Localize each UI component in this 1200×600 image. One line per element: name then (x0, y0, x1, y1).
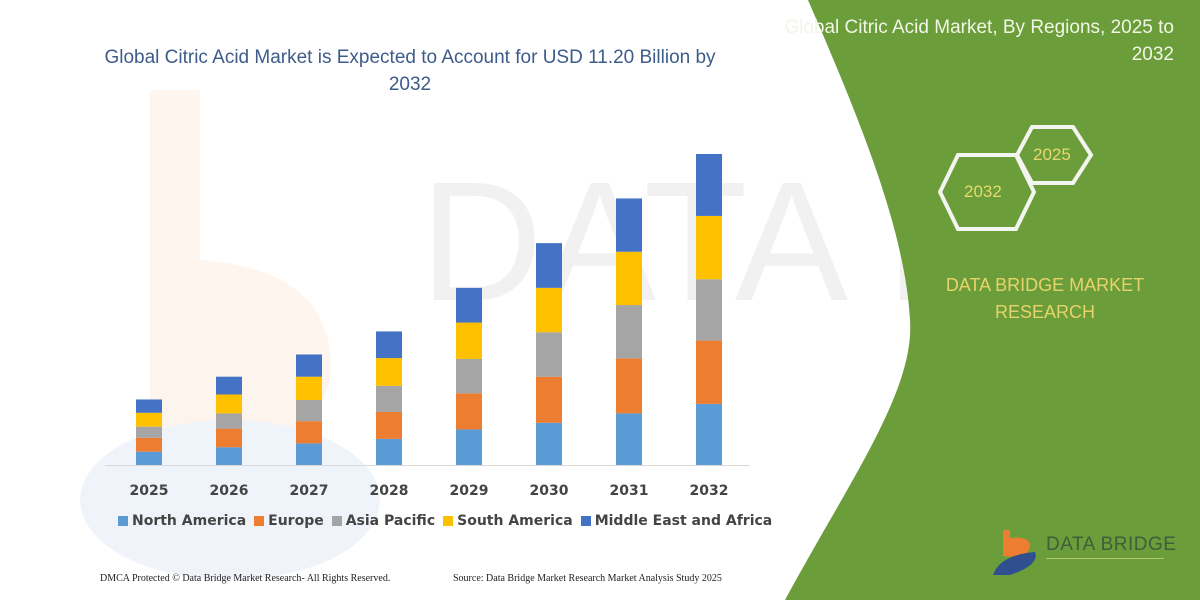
x-tick-label: 2031 (610, 483, 649, 499)
legend-item: Asia Pacific (331, 513, 436, 529)
legend-label: North America (132, 513, 247, 529)
bar-segment-2025-middle-east-and-africa (136, 399, 162, 413)
bar-segment-2028-north-america (376, 438, 402, 465)
bar-segment-2027-north-america (296, 443, 322, 465)
legend-label: South America (457, 513, 573, 529)
bar-segment-2029-north-america (456, 429, 482, 465)
footer-copyright: DMCA Protected © Data Bridge Market Rese… (100, 573, 391, 584)
bar-segment-2032-north-america (696, 403, 722, 465)
legend-label: Europe (268, 513, 324, 529)
bar-segment-2032-middle-east-and-africa (696, 154, 722, 216)
bar-segment-2026-north-america (216, 447, 242, 465)
hex-label-2032: 2032 (964, 182, 1002, 201)
legend-item: North America (118, 513, 246, 529)
logo-icon (993, 530, 1036, 575)
bar-segment-2029-europe (456, 393, 482, 430)
logo-underline (1046, 558, 1164, 559)
brand-text: DATA BRIDGE MARKET RESEARCH (945, 275, 1145, 322)
bar-segment-2031-asia-pacific (616, 305, 642, 359)
bar-segment-2028-europe (376, 411, 402, 439)
bar-segment-2031-europe (616, 358, 642, 414)
x-tick-label: 2025 (130, 483, 169, 499)
bar-segment-2032-europe (696, 340, 722, 404)
bar-segment-2028-middle-east-and-africa (376, 331, 402, 359)
bar-segment-2026-middle-east-and-africa (216, 376, 242, 395)
hex-label-2025: 2025 (1033, 145, 1071, 164)
bar-segment-2027-europe (296, 421, 322, 444)
x-tick-label: 2030 (530, 483, 569, 499)
x-tick-label: 2029 (450, 483, 489, 499)
green-panel (785, 0, 1200, 600)
bar-segment-2027-middle-east-and-africa (296, 354, 322, 377)
bar-segment-2030-south-america (536, 287, 562, 333)
legend-label: Middle East and Africa (594, 513, 773, 529)
bar-segment-2025-south-america (136, 412, 162, 427)
footer-source: Source: Data Bridge Market Research Mark… (453, 573, 722, 584)
bar-segment-2032-asia-pacific (696, 279, 722, 341)
bar-segment-2025-europe (136, 437, 162, 452)
legend-swatch (331, 516, 342, 526)
x-tick-label: 2032 (690, 483, 729, 499)
legend-swatch (443, 516, 454, 526)
bar-segment-2030-europe (536, 376, 562, 423)
bar-segment-2027-asia-pacific (296, 400, 322, 422)
bar-segment-2031-middle-east-and-africa (616, 198, 642, 252)
legend-swatch (580, 516, 591, 526)
bar-segment-2028-asia-pacific (376, 385, 402, 412)
x-tick-label: 2028 (370, 483, 409, 499)
chart-legend: North America Europe Asia Pacific South Ame… (118, 513, 772, 529)
legend-item: South America (443, 513, 573, 529)
bar-segment-2028-south-america (376, 358, 402, 386)
legend-item: Middle East and Africa (580, 513, 773, 529)
bar-segment-2030-middle-east-and-africa (536, 243, 562, 288)
hexagon-2025 (1014, 125, 1094, 185)
x-tick-label: 2026 (210, 483, 249, 499)
bar-segment-2029-asia-pacific (456, 358, 482, 394)
bar-segment-2026-europe (216, 428, 242, 448)
logo-text: DATA BRIDGE (1046, 534, 1177, 555)
chart-title: Global Citric Acid Market is Expected to… (104, 47, 716, 95)
bar-segment-2030-north-america (536, 422, 562, 465)
legend-item: Europe (254, 513, 324, 529)
x-tick-label: 2027 (290, 483, 329, 499)
bar-segment-2025-north-america (136, 451, 162, 465)
bar-segment-2029-south-america (456, 322, 482, 359)
bar-segment-2032-south-america (696, 215, 722, 280)
legend-swatch (118, 516, 128, 526)
bar-segment-2027-south-america (296, 376, 322, 401)
bar-segment-2030-asia-pacific (536, 332, 562, 377)
bar-segment-2025-asia-pacific (136, 426, 162, 438)
stacked-bar-chart: 2025 2026 2027 2028 2029 2030 2031 2032 (105, 154, 750, 499)
legend-label: Asia Pacific (345, 513, 436, 529)
bar-segment-2029-middle-east-and-africa (456, 287, 482, 323)
bar-segment-2031-south-america (616, 251, 642, 306)
bar-segment-2031-north-america (616, 413, 642, 465)
bar-segment-2026-south-america (216, 394, 242, 414)
side-title: Global Citric Acid Market, By Regions, 2… (784, 17, 1174, 65)
bar-segment-2026-asia-pacific (216, 413, 242, 429)
legend-swatch (254, 516, 265, 526)
